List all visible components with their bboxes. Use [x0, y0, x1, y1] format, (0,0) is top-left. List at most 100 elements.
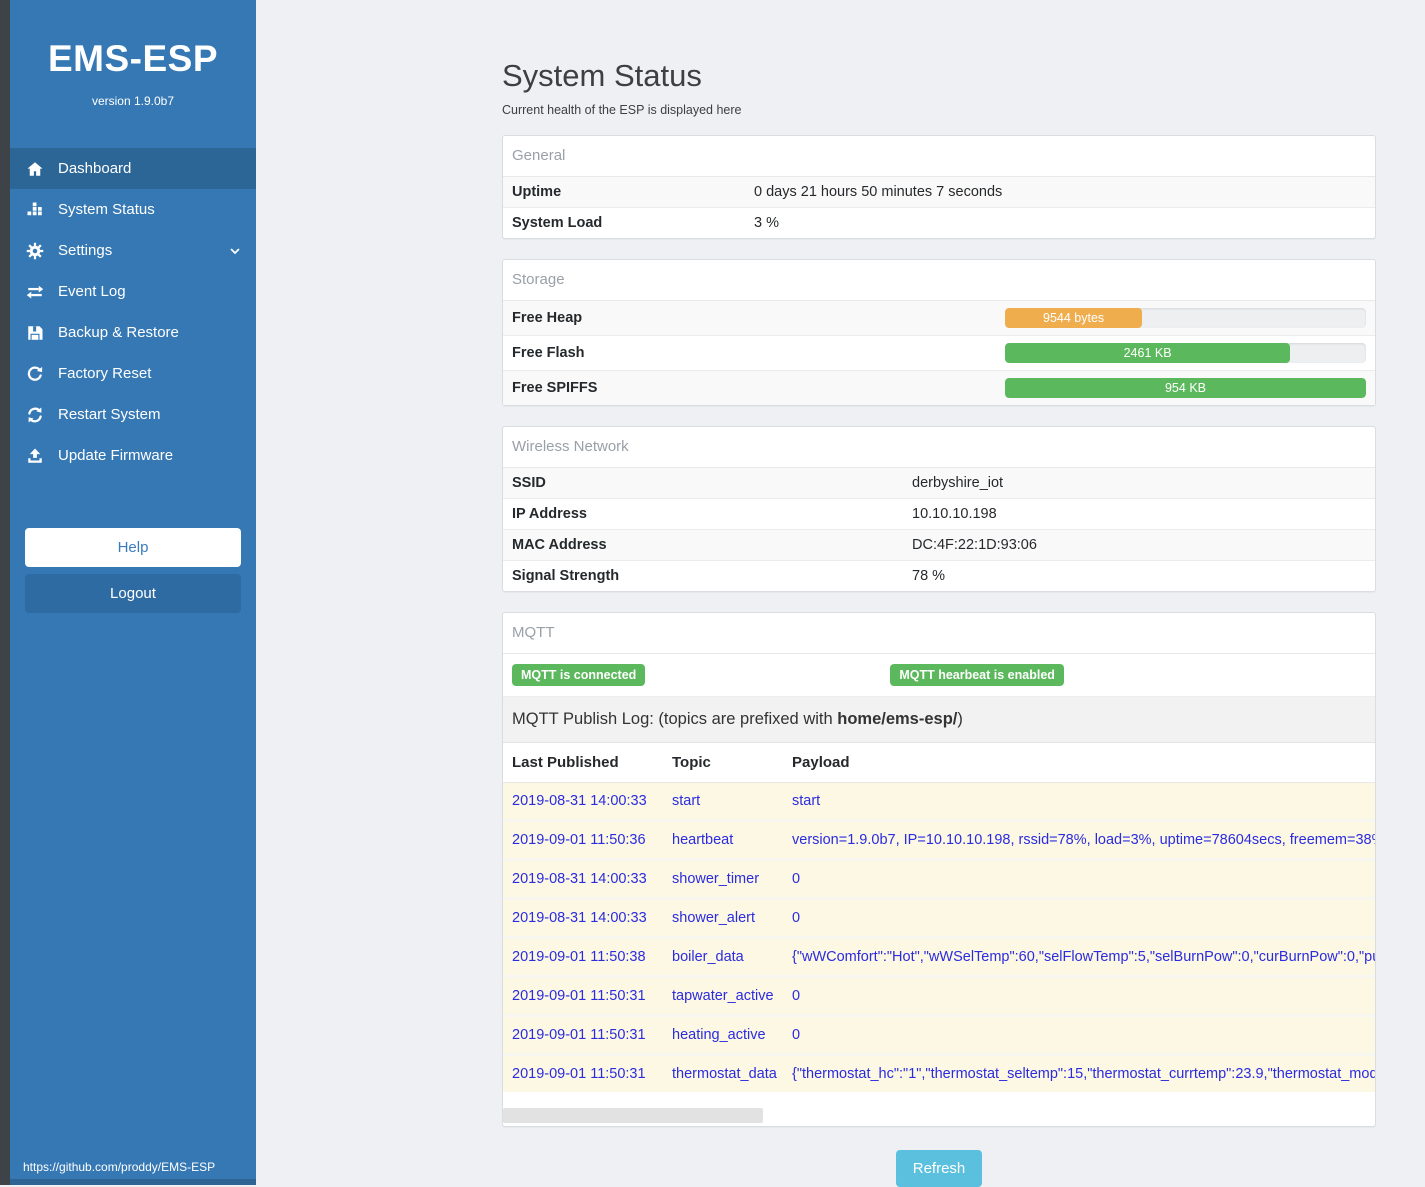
log-row: 2019-09-01 11:50:31 thermostat_data {"th…: [503, 1053, 1375, 1092]
log-time: 2019-08-31 14:00:33: [503, 782, 663, 821]
free-flash-progress-bar: 2461 KB: [1005, 343, 1291, 363]
sidebar-item-label: Factory Reset: [58, 365, 152, 382]
free-spiffs-progress-bar: 954 KB: [1005, 378, 1366, 398]
row-label: System Load: [503, 207, 745, 238]
home-icon: [23, 160, 47, 178]
general-table: Uptime 0 days 21 hours 50 minutes 7 seco…: [503, 177, 1375, 238]
row-value: DC:4F:22:1D:93:06: [903, 529, 1375, 561]
free-flash-progress-track: 2461 KB: [1005, 343, 1366, 363]
progress-cell: 954 KB: [996, 370, 1375, 405]
log-payload: start: [783, 782, 1375, 821]
sidebar: EMS-ESP version 1.9.0b7 Dashboard System…: [0, 0, 256, 1185]
wireless-panel-title: Wireless Network: [503, 427, 1375, 468]
app-brand: EMS-ESP version 1.9.0b7: [10, 0, 256, 108]
help-button[interactable]: Help: [25, 528, 241, 567]
free-spiffs-progress-track: 954 KB: [1005, 378, 1366, 398]
logout-button[interactable]: Logout: [25, 574, 241, 613]
table-row: Free Flash 2461 KB: [503, 335, 1375, 371]
sidebar-item-settings[interactable]: Settings: [10, 230, 256, 271]
sidebar-item-system-status[interactable]: System Status: [10, 189, 256, 230]
progress-cell: 9544 bytes: [996, 301, 1375, 336]
row-label: IP Address: [503, 498, 903, 530]
publish-log-prefix: MQTT Publish Log: (topics are prefixed w…: [512, 710, 838, 728]
row-label: SSID: [512, 475, 546, 491]
log-topic: boiler_data: [663, 936, 783, 977]
col-header-last-published: Last Published: [512, 754, 619, 771]
horizontal-scrollbar[interactable]: [503, 1108, 1375, 1123]
log-topic: shower_timer: [663, 858, 783, 899]
log-payload: version=1.9.0b7, IP=10.10.10.198, rssid=…: [783, 819, 1375, 860]
log-time: 2019-08-31 14:00:33: [503, 897, 663, 938]
sidebar-item-update-firmware[interactable]: Update Firmware: [10, 435, 256, 476]
refresh-sync-icon: [23, 406, 47, 424]
table-row: SSID derbyshire_iot: [503, 468, 1375, 499]
log-payload: 0: [783, 858, 1375, 899]
app-version: version 1.9.0b7: [91, 94, 175, 108]
log-row: 2019-09-01 11:50:31 heating_active 0: [503, 1014, 1375, 1055]
wireless-panel: Wireless Network SSID derbyshire_iot IP …: [502, 426, 1376, 592]
chart-blocks-icon: [23, 201, 47, 219]
storage-panel-title: Storage: [503, 260, 1375, 301]
github-link[interactable]: https://github.com/proddy/EMS-ESP: [23, 1160, 216, 1174]
rotate-reset-icon: [23, 365, 47, 383]
table-row: IP Address 10.10.10.198: [503, 498, 1375, 530]
publish-log-topic-prefix: home/ems-esp/: [837, 710, 958, 728]
log-time: 2019-09-01 11:50:31: [503, 975, 663, 1016]
progress-cell: 2461 KB: [996, 335, 1375, 371]
sidebar-item-label: Settings: [58, 242, 113, 259]
mqtt-publish-log-caption: MQTT Publish Log: (topics are prefixed w…: [503, 697, 1375, 743]
sidebar-item-label: System Status: [58, 201, 155, 218]
sidebar-item-restart-system[interactable]: Restart System: [10, 394, 256, 435]
col-header-payload: Payload: [792, 754, 850, 771]
mqtt-heartbeat-badge: MQTT hearbeat is enabled: [890, 664, 1064, 686]
exchange-arrows-icon: [23, 283, 47, 301]
scrollbar-thumb[interactable]: [503, 1108, 763, 1123]
table-row: Free SPIFFS 954 KB: [503, 370, 1375, 405]
sidebar-item-factory-reset[interactable]: Factory Reset: [10, 353, 256, 394]
sidebar-item-event-log[interactable]: Event Log: [10, 271, 256, 312]
log-time: 2019-09-01 11:50:31: [503, 1053, 663, 1092]
sidebar-nav: Dashboard System Status: [10, 148, 256, 476]
upload-icon: [23, 447, 47, 465]
log-time: 2019-09-01 11:50:31: [503, 1014, 663, 1055]
log-topic: thermostat_data: [663, 1053, 783, 1092]
sidebar-item-label: Backup & Restore: [58, 324, 179, 341]
log-row: 2019-09-01 11:50:38 boiler_data {"wWComf…: [503, 936, 1375, 977]
sidebar-item-dashboard[interactable]: Dashboard: [10, 148, 256, 189]
row-label: MAC Address: [503, 529, 903, 561]
sidebar-item-backup-restore[interactable]: Backup & Restore: [10, 312, 256, 353]
mqtt-panel: MQTT MQTT is connected MQTT hearbeat is …: [502, 612, 1376, 1127]
sidebar-item-label: Restart System: [58, 406, 161, 423]
free-heap-progress-track: 9544 bytes: [1005, 308, 1366, 328]
log-payload: 0: [783, 897, 1375, 938]
row-value: 3 %: [745, 207, 1375, 238]
log-payload: 0: [783, 975, 1375, 1016]
log-row: 2019-09-01 11:50:36 heartbeat version=1.…: [503, 819, 1375, 860]
row-value: 10.10.10.198: [903, 498, 1375, 530]
log-topic: heating_active: [663, 1014, 783, 1055]
col-header-topic: Topic: [672, 754, 711, 771]
row-value: derbyshire_iot: [912, 475, 1004, 491]
free-heap-progress-bar: 9544 bytes: [1005, 308, 1143, 328]
wireless-table: SSID derbyshire_iot IP Address 10.10.10.…: [503, 468, 1375, 591]
log-topic: heartbeat: [663, 819, 783, 860]
log-spacer: [503, 1092, 1375, 1108]
refresh-button[interactable]: Refresh: [895, 1150, 983, 1187]
table-row: MAC Address DC:4F:22:1D:93:06: [503, 529, 1375, 561]
storage-panel: Storage Free Heap 9544 bytes Free Flash: [502, 259, 1376, 406]
gear-icon: [23, 242, 47, 260]
log-time: 2019-09-01 11:50:36: [503, 819, 663, 860]
general-panel: General Uptime 0 days 21 hours 50 minute…: [502, 135, 1376, 239]
table-row: Signal Strength 78 %: [503, 560, 1375, 591]
page-title: System Status: [502, 58, 702, 93]
table-row: Uptime 0 days 21 hours 50 minutes 7 seco…: [503, 177, 1375, 208]
log-payload: {"thermostat_hc":"1","thermostat_seltemp…: [783, 1053, 1375, 1092]
publish-log-suffix: ): [957, 710, 963, 728]
mqtt-connected-badge: MQTT is connected: [512, 664, 646, 686]
sidebar-item-label: Update Firmware: [58, 447, 174, 464]
log-payload: {"wWComfort":"Hot","wWSelTemp":60,"selFl…: [783, 936, 1375, 977]
row-label: Signal Strength: [503, 560, 903, 591]
sidebar-bottom-bar: [10, 1179, 256, 1185]
log-row: 2019-08-31 14:00:33 shower_timer 0: [503, 858, 1375, 899]
log-topic: shower_alert: [663, 897, 783, 938]
